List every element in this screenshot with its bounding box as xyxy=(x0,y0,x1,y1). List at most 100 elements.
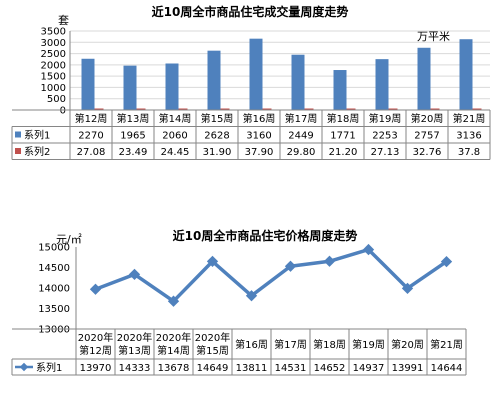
x-category-label: 第19周 xyxy=(369,112,402,125)
x-category-label: 第19周 xyxy=(352,338,385,351)
bar-series2 xyxy=(178,108,188,110)
chart1-unit-label: 套 xyxy=(58,14,69,27)
bar-series2 xyxy=(472,108,482,110)
x-category-label: 第17周 xyxy=(285,112,318,125)
bar-series1 xyxy=(291,54,305,110)
x-category-label: 第21周 xyxy=(453,112,486,125)
bar-series2 xyxy=(136,108,146,110)
series1-data-label: 13678 xyxy=(158,363,190,374)
bar-series1 xyxy=(459,39,473,110)
series1-data-label: 1771 xyxy=(330,131,355,142)
x-category-label: 第14周 xyxy=(159,112,192,125)
x-category-label-year: 2020年 xyxy=(156,331,191,344)
legend-key-series2 xyxy=(15,148,21,154)
x-category-label-year: 2020年 xyxy=(195,331,230,344)
legend-label-series1: 系列1 xyxy=(36,361,62,374)
series1-data-label: 2449 xyxy=(288,131,313,142)
series1-data-label: 2253 xyxy=(372,131,397,142)
series1-data-label: 2628 xyxy=(204,131,229,142)
y-tick-label: 13500 xyxy=(38,304,70,315)
x-category-label: 第16周 xyxy=(243,112,276,125)
y-tick-label: 1500 xyxy=(41,72,66,83)
y-tick-label: 500 xyxy=(47,94,66,105)
series2-data-label: 24.45 xyxy=(161,147,190,158)
series2-data-label: 31.90 xyxy=(203,147,232,158)
chart1-secondary-unit-label: 万平米 xyxy=(417,30,450,43)
x-category-label: 第17周 xyxy=(274,338,307,351)
series1-data-label: 14649 xyxy=(197,363,229,374)
series2-data-label: 27.08 xyxy=(77,147,106,158)
x-category-label-year: 2020年 xyxy=(117,331,152,344)
y-tick-label: 3000 xyxy=(41,38,66,49)
bar-series1 xyxy=(333,70,347,110)
series1-line xyxy=(94,247,448,303)
x-category-label: 第13周 xyxy=(118,344,151,357)
series2-data-label: 21.20 xyxy=(329,147,358,158)
series1-data-label: 14652 xyxy=(314,363,346,374)
y-tick-label: 2500 xyxy=(41,49,66,60)
series1-data-label: 14937 xyxy=(353,363,385,374)
legend-label-series1: 系列1 xyxy=(24,129,50,142)
bar-series1 xyxy=(123,65,137,110)
bar-series2 xyxy=(430,108,440,110)
legend-key-series1 xyxy=(15,131,21,138)
bar-series1 xyxy=(249,38,263,110)
series1-data-label: 2060 xyxy=(162,131,187,142)
bar-series1 xyxy=(417,47,431,110)
bar-series2 xyxy=(346,108,356,110)
series1-data-label: 14644 xyxy=(431,363,463,374)
y-tick-label: 14000 xyxy=(38,284,70,295)
x-category-label: 第14周 xyxy=(157,344,190,357)
bar-series1 xyxy=(165,63,179,110)
bar-series2 xyxy=(220,108,230,110)
series2-data-label: 32.76 xyxy=(413,147,442,158)
series1-point xyxy=(362,243,375,256)
series2-data-label: 37.8 xyxy=(458,147,480,158)
series1-data-label: 2270 xyxy=(78,131,103,142)
y-tick-label: 14500 xyxy=(38,263,70,274)
x-category-label: 第12周 xyxy=(79,344,112,357)
x-category-label: 第15周 xyxy=(201,112,234,125)
series1-data-label: 14333 xyxy=(119,363,151,374)
series2-data-label: 29.80 xyxy=(287,147,316,158)
x-category-label-year: 2020年 xyxy=(78,331,113,344)
series1-data-label: 13811 xyxy=(236,363,268,374)
series1-point xyxy=(89,283,102,295)
series1-data-label: 13991 xyxy=(392,363,424,374)
series2-data-label: 37.90 xyxy=(245,147,274,158)
series1-point xyxy=(323,255,336,267)
y-tick-label: 0 xyxy=(60,106,66,117)
series1-data-label: 3160 xyxy=(246,131,271,142)
legend-label-series2: 系列2 xyxy=(24,145,50,158)
chart2-unit-label: 元/㎡ xyxy=(56,233,82,246)
x-category-label: 第21周 xyxy=(430,338,463,351)
bar-series1 xyxy=(375,59,389,110)
series1-data-label: 14531 xyxy=(275,363,307,374)
chart1-title: 近10周全市商品住宅成交量周度走势 xyxy=(151,5,349,19)
series2-data-label: 27.13 xyxy=(371,147,400,158)
y-tick-label: 1000 xyxy=(41,83,66,94)
bar-series2 xyxy=(94,108,104,110)
x-category-label: 第18周 xyxy=(313,338,346,351)
series1-data-label: 3136 xyxy=(456,131,481,142)
legend-marker-series1 xyxy=(19,362,29,372)
series2-data-label: 23.49 xyxy=(119,147,148,158)
x-category-label: 第12周 xyxy=(75,112,108,125)
y-tick-label: 15000 xyxy=(38,243,70,254)
bar-series1 xyxy=(207,50,221,110)
x-category-label: 第13周 xyxy=(117,112,150,125)
series1-point xyxy=(128,268,141,281)
y-tick-label: 2000 xyxy=(41,60,66,71)
series1-data-label: 2757 xyxy=(414,131,439,142)
x-category-label: 第20周 xyxy=(391,338,424,351)
series1-data-label: 1965 xyxy=(120,131,145,142)
bar-series1 xyxy=(81,58,95,110)
bar-series2 xyxy=(388,108,398,110)
bar-series2 xyxy=(262,108,272,110)
x-category-label: 第20周 xyxy=(411,112,444,125)
x-category-label: 第15周 xyxy=(196,344,229,357)
x-category-label: 第18周 xyxy=(327,112,360,125)
